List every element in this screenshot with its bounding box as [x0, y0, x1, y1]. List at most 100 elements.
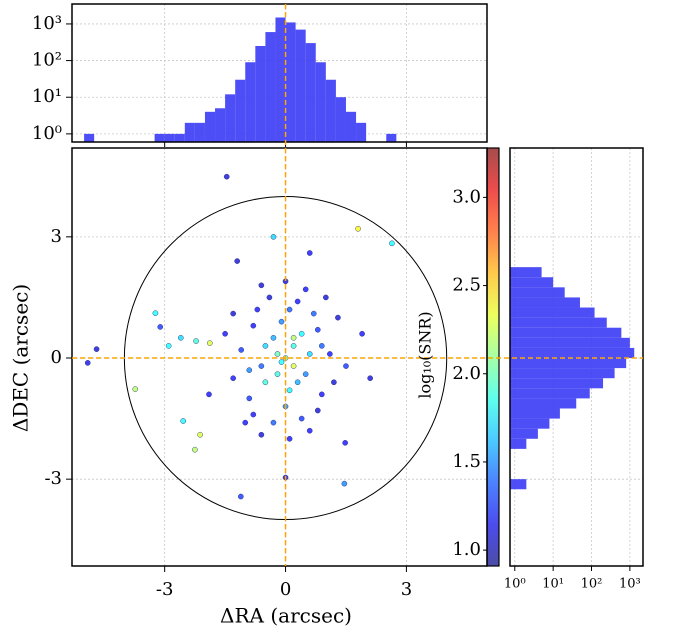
- point: [192, 446, 198, 453]
- point: [180, 418, 187, 424]
- hist-bar: [510, 297, 580, 308]
- y-tick-label: 3: [51, 226, 62, 247]
- point: [230, 375, 236, 382]
- point: [274, 371, 281, 377]
- hist-bar: [225, 94, 236, 142]
- hist-bar: [510, 398, 577, 409]
- point: [223, 173, 230, 180]
- y-axis-label: ΔDEC (arcsec): [9, 284, 33, 432]
- point: [238, 493, 244, 500]
- hist-bar: [510, 368, 615, 379]
- point: [278, 318, 285, 325]
- hist-bar: [510, 479, 527, 490]
- y-tick-label: 0: [51, 347, 62, 368]
- hist-bar: [315, 62, 326, 143]
- point: [177, 335, 184, 341]
- point: [355, 225, 361, 232]
- hist-bar: [510, 287, 565, 298]
- point: [294, 379, 301, 386]
- point: [290, 343, 297, 349]
- point: [314, 407, 321, 414]
- point: [302, 286, 309, 293]
- hist-bar: [510, 408, 560, 419]
- x-tick-label: 10⁰: [504, 577, 526, 592]
- point: [250, 411, 257, 418]
- point: [93, 346, 100, 352]
- hist-bar: [510, 438, 527, 449]
- hist-bar: [174, 133, 185, 142]
- point: [222, 330, 228, 337]
- point: [157, 324, 164, 330]
- hist-bar: [255, 45, 266, 142]
- point: [234, 258, 240, 264]
- point: [193, 338, 199, 344]
- hist-bar: [335, 97, 346, 142]
- point: [270, 335, 277, 341]
- hist-bar: [510, 347, 635, 359]
- hist-bar: [184, 122, 195, 142]
- hist-bar: [295, 29, 306, 142]
- point: [206, 391, 212, 398]
- hist-bar: [510, 307, 595, 318]
- point: [367, 375, 373, 382]
- x-axis-label: ΔRA (arcsec): [220, 604, 352, 628]
- colorbar-tick-label: 1.5: [452, 451, 481, 472]
- axes-frame: [71, 147, 488, 567]
- point: [84, 360, 91, 366]
- point: [238, 347, 245, 353]
- point: [254, 306, 261, 313]
- point: [165, 343, 172, 349]
- point: [306, 427, 313, 434]
- point: [246, 395, 253, 402]
- point: [319, 343, 325, 349]
- axes-frame: [509, 147, 644, 567]
- hist-bar: [510, 418, 550, 429]
- point: [302, 371, 309, 377]
- point: [314, 326, 321, 333]
- hist-bar: [285, 22, 296, 142]
- hist-bar: [164, 133, 175, 142]
- y-tick-label: 10³: [32, 13, 62, 34]
- point: [306, 351, 313, 357]
- point: [250, 322, 257, 329]
- colorbar: [486, 147, 500, 567]
- point: [270, 234, 277, 240]
- point: [274, 351, 281, 357]
- point: [258, 363, 265, 369]
- hist-bar: [245, 62, 256, 143]
- hist-bar: [356, 122, 367, 142]
- point: [206, 340, 213, 346]
- colorbar-tick-label: 3.0: [452, 186, 481, 207]
- point: [152, 310, 159, 316]
- x-tick-label: 10²: [581, 577, 603, 592]
- point: [278, 359, 285, 365]
- point: [270, 419, 277, 426]
- hist-bar: [510, 337, 630, 348]
- x-tick-label: 0: [280, 579, 291, 600]
- x-tick-label: -3: [156, 579, 174, 600]
- hist-bar: [325, 79, 336, 142]
- colorbar-label: log₁₀(SNR): [416, 311, 435, 398]
- hist-bar: [510, 277, 554, 288]
- point: [323, 294, 329, 301]
- hist-bar: [510, 388, 590, 399]
- hist-bar: [345, 111, 357, 142]
- point: [290, 335, 297, 341]
- y-tick-label: 10²: [32, 50, 62, 71]
- y-tick-label: 10¹: [32, 86, 62, 107]
- point: [306, 250, 313, 256]
- hist-bar: [265, 32, 276, 143]
- point: [258, 431, 265, 438]
- hist-bar: [154, 133, 165, 142]
- point: [343, 363, 349, 369]
- point: [294, 298, 301, 305]
- colorbar-tick-label: 2.5: [452, 275, 481, 296]
- point: [359, 330, 365, 337]
- point: [258, 282, 265, 289]
- point: [389, 240, 395, 247]
- hist-bar: [84, 133, 95, 142]
- point: [331, 379, 337, 386]
- colorbar-tick-label: 2.0: [452, 363, 481, 384]
- point: [335, 314, 341, 321]
